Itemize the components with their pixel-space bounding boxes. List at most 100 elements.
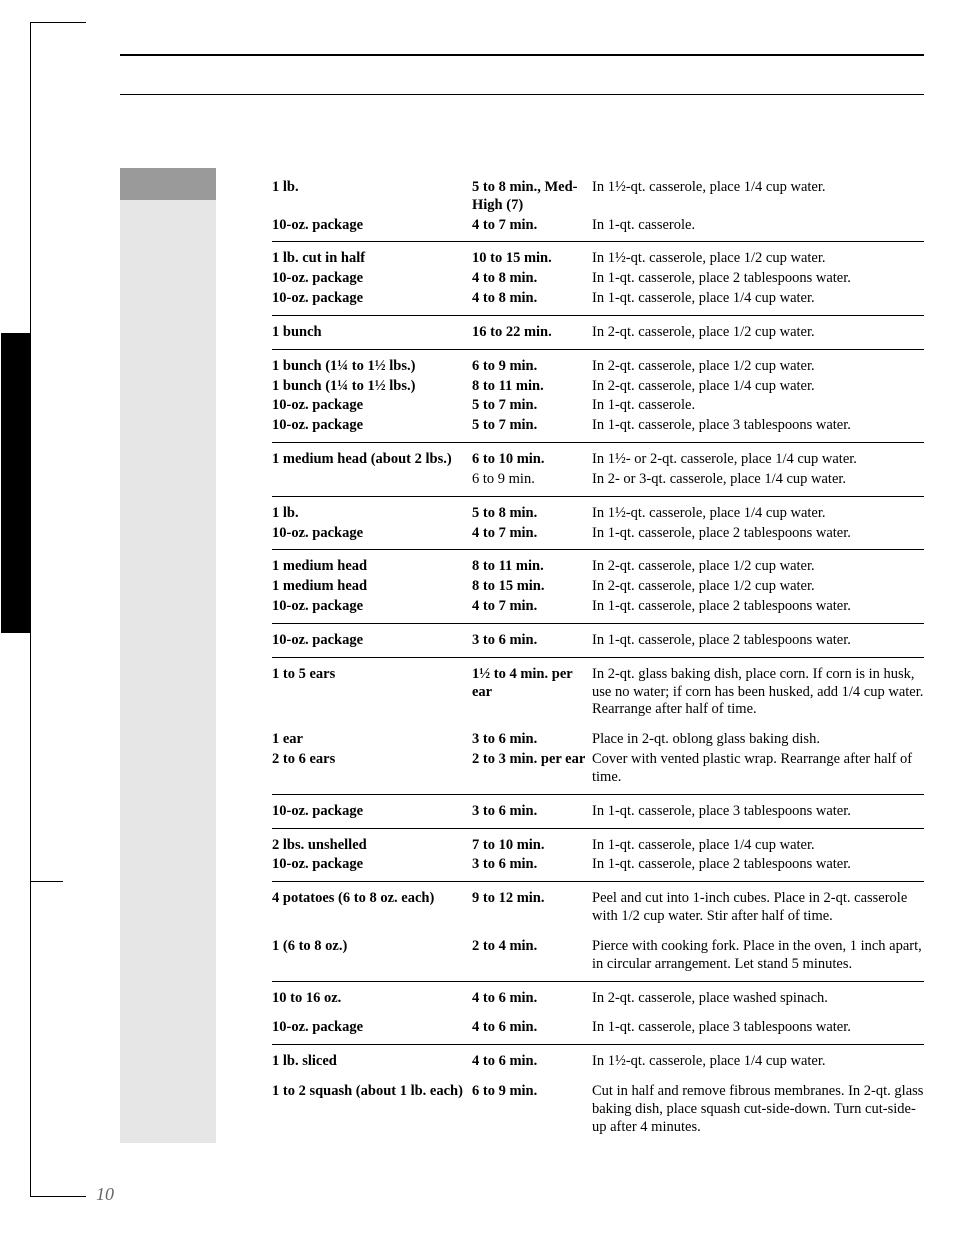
- col-amount: 1 medium head: [272, 558, 472, 576]
- table-row: 10-oz. package4 to 7 min.In 1-qt. casser…: [272, 524, 924, 544]
- col-amount: 10-oz. package: [272, 803, 472, 821]
- col-time: 8 to 11 min.: [472, 558, 592, 576]
- table-row: 10-oz. package3 to 6 min.In 1-qt. casser…: [272, 631, 924, 651]
- col-amount: 4 potatoes (6 to 8 oz. each): [272, 890, 472, 926]
- col-comment: In 2-qt. casserole, place 1/2 cup water.: [592, 558, 924, 576]
- col-amount: 2 to 6 ears: [272, 751, 472, 787]
- table-row: 1 ear3 to 6 min.Place in 2-qt. oblong gl…: [272, 730, 924, 750]
- col-comment: Cut in half and remove fibrous membranes…: [592, 1083, 924, 1136]
- col-time: 2 to 3 min. per ear: [472, 751, 592, 787]
- col-amount: 10-oz. package: [272, 290, 472, 308]
- col-time: 1½ to 4 min. per ear: [472, 666, 592, 719]
- col-amount: 1 to 5 ears: [272, 666, 472, 719]
- table-row: 10-oz. package4 to 7 min.In 1-qt. casser…: [272, 216, 924, 236]
- col-time: 4 to 6 min.: [472, 1019, 592, 1037]
- table-row: 10-oz. package5 to 7 min.In 1-qt. casser…: [272, 416, 924, 436]
- table-group: 2 lbs. unshelled7 to 10 min.In 1-qt. cas…: [272, 829, 924, 883]
- col-amount: 10-oz. package: [272, 598, 472, 616]
- row-spacer: [272, 1008, 924, 1018]
- table-row: 10-oz. package4 to 8 min.In 1-qt. casser…: [272, 269, 924, 289]
- col-comment: In 2- or 3-qt. casserole, place 1/4 cup …: [592, 471, 924, 489]
- col-comment: In 2-qt. casserole, place washed spinach…: [592, 990, 924, 1008]
- col-amount: 10-oz. package: [272, 525, 472, 543]
- col-comment: In 1-qt. casserole, place 3 tablespoons …: [592, 417, 924, 435]
- row-spacer: [272, 927, 924, 937]
- cooking-table: 1 lb.5 to 8 min., Med-High (7)In 1½-qt. …: [120, 171, 924, 1143]
- table-row: 10-oz. package3 to 6 min.In 1-qt. casser…: [272, 855, 924, 875]
- table-row: 1 (6 to 8 oz.)2 to 4 min.Pierce with coo…: [272, 937, 924, 975]
- table-group: 1 bunch16 to 22 min.In 2-qt. casserole, …: [272, 316, 924, 350]
- col-amount: 10-oz. package: [272, 632, 472, 650]
- col-comment: In 1-qt. casserole, place 3 tablespoons …: [592, 1019, 924, 1037]
- col-amount: 1 lb.: [272, 505, 472, 523]
- table-row: 1 medium head8 to 15 min.In 2-qt. casser…: [272, 577, 924, 597]
- row-spacer: [272, 1072, 924, 1082]
- page-number: 10: [96, 1184, 114, 1205]
- col-amount: [272, 471, 472, 489]
- col-amount: 10-oz. package: [272, 856, 472, 874]
- col-time: 9 to 12 min.: [472, 890, 592, 926]
- thin-rule: [120, 94, 924, 95]
- table-row: 4 potatoes (6 to 8 oz. each)9 to 12 min.…: [272, 889, 924, 927]
- table-group: 1 medium head8 to 11 min.In 2-qt. casser…: [272, 550, 924, 623]
- table-group: 1 bunch (1¼ to 1½ lbs.)6 to 9 min.In 2-q…: [272, 350, 924, 443]
- table-group: 1 lb. cut in half10 to 15 min.In 1½-qt. …: [272, 242, 924, 315]
- table-group: 4 potatoes (6 to 8 oz. each)9 to 12 min.…: [272, 882, 924, 981]
- col-amount: 2 lbs. unshelled: [272, 837, 472, 855]
- col-time: 6 to 9 min.: [472, 358, 592, 376]
- col-time: 7 to 10 min.: [472, 837, 592, 855]
- table-row: 2 to 6 ears2 to 3 min. per earCover with…: [272, 750, 924, 788]
- col-comment: In 2-qt. casserole, place 1/4 cup water.: [592, 378, 924, 396]
- col-time: 16 to 22 min.: [472, 324, 592, 342]
- col-comment: In 1-qt. casserole, place 2 tablespoons …: [592, 598, 924, 616]
- table-row: 1 bunch16 to 22 min.In 2-qt. casserole, …: [272, 323, 924, 343]
- col-time: 4 to 7 min.: [472, 598, 592, 616]
- col-time: 8 to 15 min.: [472, 578, 592, 596]
- table-row: 1 to 2 squash (about 1 lb. each)6 to 9 m…: [272, 1082, 924, 1137]
- col-time: 6 to 9 min.: [472, 471, 592, 489]
- col-amount: 1 lb. sliced: [272, 1053, 472, 1071]
- table-group: 1 lb. sliced4 to 6 min.In 1½-qt. cassero…: [272, 1045, 924, 1143]
- col-time: 6 to 10 min.: [472, 451, 592, 469]
- table-row: 1 lb.5 to 8 min., Med-High (7)In 1½-qt. …: [272, 178, 924, 216]
- col-amount: 10-oz. package: [272, 270, 472, 288]
- col-time: 6 to 9 min.: [472, 1083, 592, 1136]
- col-time: 4 to 7 min.: [472, 525, 592, 543]
- col-comment: Peel and cut into 1-inch cubes. Place in…: [592, 890, 924, 926]
- col-amount: 1 medium head (about 2 lbs.): [272, 451, 472, 469]
- table-group: 1 to 5 ears1½ to 4 min. per earIn 2-qt. …: [272, 658, 924, 795]
- col-time: 4 to 6 min.: [472, 1053, 592, 1071]
- col-time: 5 to 7 min.: [472, 397, 592, 415]
- left-margin-decoration: [30, 22, 86, 1197]
- table-row: 1 to 5 ears1½ to 4 min. per earIn 2-qt. …: [272, 665, 924, 720]
- col-comment: In 1½-qt. casserole, place 1/4 cup water…: [592, 505, 924, 523]
- col-comment: In 1-qt. casserole, place 2 tablespoons …: [592, 632, 924, 650]
- col-time: 4 to 6 min.: [472, 990, 592, 1008]
- table-row: 10-oz. package4 to 8 min.In 1-qt. casser…: [272, 289, 924, 309]
- row-spacer: [272, 720, 924, 730]
- table-group: 1 lb.5 to 8 min., Med-High (7)In 1½-qt. …: [272, 171, 924, 242]
- content-area: 1 lb.5 to 8 min., Med-High (7)In 1½-qt. …: [120, 54, 924, 1143]
- col-comment: Place in 2-qt. oblong glass baking dish.: [592, 731, 924, 749]
- table-group: 1 lb.5 to 8 min.In 1½-qt. casserole, pla…: [272, 497, 924, 551]
- col-amount: 1 lb. cut in half: [272, 250, 472, 268]
- col-comment: In 1½-qt. casserole, place 1/4 cup water…: [592, 179, 924, 215]
- col-time: 3 to 6 min.: [472, 856, 592, 874]
- col-amount: 10-oz. package: [272, 1019, 472, 1037]
- col-comment: In 1-qt. casserole, place 2 tablespoons …: [592, 270, 924, 288]
- table-group: 1 medium head (about 2 lbs.)6 to 10 min.…: [272, 443, 924, 497]
- col-comment: In 1½- or 2-qt. casserole, place 1/4 cup…: [592, 451, 924, 469]
- col-amount: 1 (6 to 8 oz.): [272, 938, 472, 974]
- table-row: 10-oz. package5 to 7 min.In 1-qt. casser…: [272, 396, 924, 416]
- col-comment: In 2-qt. glass baking dish, place corn. …: [592, 666, 924, 719]
- top-thick-rule: [120, 54, 924, 56]
- col-amount: 1 bunch (1¼ to 1½ lbs.): [272, 358, 472, 376]
- col-comment: In 1-qt. casserole, place 2 tablespoons …: [592, 856, 924, 874]
- col-comment: In 1-qt. casserole, place 3 tablespoons …: [592, 803, 924, 821]
- col-comment: In 1½-qt. casserole, place 1/2 cup water…: [592, 250, 924, 268]
- col-time: 5 to 8 min., Med-High (7): [472, 179, 592, 215]
- col-amount: 1 bunch (1¼ to 1½ lbs.): [272, 378, 472, 396]
- col-amount: 10 to 16 oz.: [272, 990, 472, 1008]
- table-group: 10 to 16 oz.4 to 6 min.In 2-qt. casserol…: [272, 982, 924, 1046]
- col-comment: Cover with vented plastic wrap. Rearrang…: [592, 751, 924, 787]
